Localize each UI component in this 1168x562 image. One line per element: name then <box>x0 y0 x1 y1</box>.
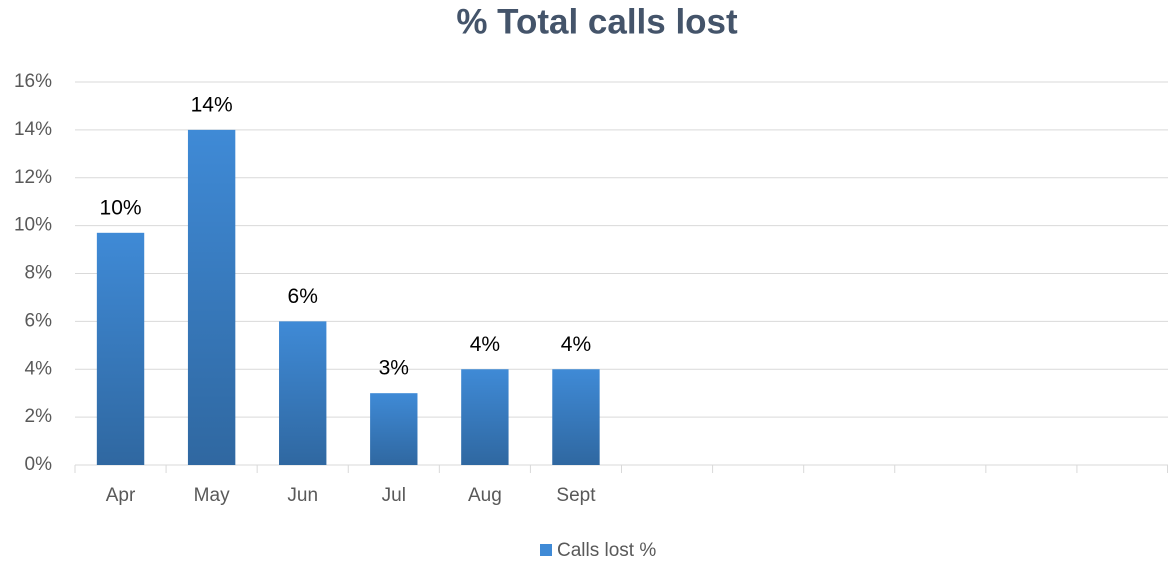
bar-shade <box>461 369 509 465</box>
legend-label: Calls lost % <box>557 540 656 561</box>
bar-shade <box>552 369 600 465</box>
y-tick-label: 12% <box>14 167 52 188</box>
y-tick-label: 8% <box>25 263 53 284</box>
y-tick-label: 4% <box>25 358 53 379</box>
x-tick-label: Jun <box>287 485 318 506</box>
bar-shade <box>96 232 145 465</box>
x-tick-label: Aug <box>468 485 502 506</box>
y-tick-label: 0% <box>25 454 53 475</box>
legend-swatch <box>540 544 552 556</box>
y-tick-label: 6% <box>25 310 53 331</box>
y-tick-label: 2% <box>25 406 53 427</box>
data-label: 6% <box>288 285 318 308</box>
x-tick-label: Sept <box>556 485 596 506</box>
y-tick-label: 14% <box>14 119 52 140</box>
data-label: 4% <box>470 333 500 356</box>
data-label: 10% <box>100 196 142 219</box>
bar-shade <box>279 321 327 465</box>
y-tick-label: 10% <box>14 215 52 236</box>
bar-shade <box>187 129 236 465</box>
data-label: 3% <box>379 357 409 380</box>
x-tick-label: Jul <box>382 485 406 506</box>
bar-shade <box>370 393 418 465</box>
data-label: 4% <box>561 333 591 356</box>
x-tick-label: May <box>194 485 230 506</box>
x-tick-label: Apr <box>106 485 136 506</box>
chart-title: % Total calls lost <box>456 2 738 41</box>
data-label: 14% <box>191 93 233 116</box>
y-tick-label: 16% <box>14 71 52 92</box>
